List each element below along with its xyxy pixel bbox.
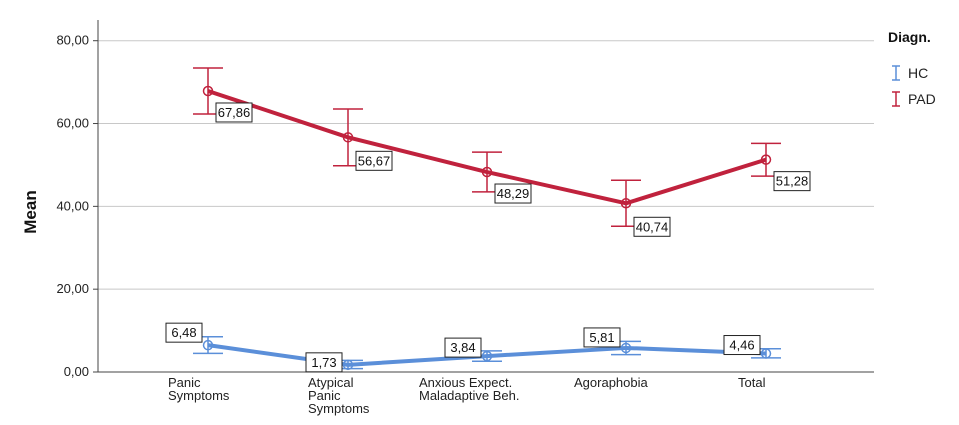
data-point bbox=[202, 339, 214, 351]
data-point bbox=[342, 132, 354, 143]
data-point bbox=[481, 350, 493, 362]
data-point bbox=[481, 166, 493, 178]
y-axis-title: Mean bbox=[21, 190, 40, 233]
data-label-box bbox=[583, 327, 621, 348]
data-label-text: 5,81 bbox=[589, 330, 614, 345]
data-point bbox=[202, 85, 214, 97]
series-pad: 67,86 56,67 48,29 40,74 51,28 bbox=[193, 67, 811, 237]
legend-label: PAD bbox=[908, 91, 936, 107]
data-label-box bbox=[355, 150, 393, 171]
data-label-box bbox=[723, 335, 761, 356]
data-label: 67,86 bbox=[215, 102, 253, 123]
grid-lines bbox=[98, 40, 874, 290]
data-label-box bbox=[444, 337, 482, 358]
data-label: 3,84 bbox=[444, 337, 482, 358]
series-group: 6,48 1,73 3,84 5,81 4,46 67,86 56,67 48,29 40,74… bbox=[165, 67, 811, 373]
data-point bbox=[620, 198, 632, 209]
data-label-box bbox=[633, 216, 671, 237]
y-tick-label: 80,00 bbox=[56, 33, 89, 48]
data-label-text: 4,46 bbox=[729, 338, 754, 353]
series-line bbox=[207, 89, 767, 206]
axes bbox=[93, 20, 874, 373]
legend: Diagn. HC PAD bbox=[888, 29, 936, 107]
y-tick-label: 0,00 bbox=[64, 364, 89, 379]
data-label-text: 56,67 bbox=[358, 153, 391, 168]
data-point bbox=[342, 359, 354, 371]
data-label-box bbox=[305, 352, 343, 373]
data-label-text: 67,86 bbox=[218, 105, 251, 120]
data-label: 6,48 bbox=[165, 322, 203, 343]
y-tick-label: 60,00 bbox=[56, 116, 89, 131]
data-label: 48,29 bbox=[494, 183, 532, 204]
data-label: 1,73 bbox=[305, 352, 343, 373]
data-label-text: 6,48 bbox=[171, 325, 196, 340]
data-label-text: 1,73 bbox=[311, 355, 336, 370]
y-tick-label: 40,00 bbox=[56, 198, 89, 213]
data-label: 5,81 bbox=[583, 327, 621, 348]
data-label-text: 48,29 bbox=[497, 186, 530, 201]
data-label-box bbox=[215, 102, 253, 123]
data-label-box bbox=[494, 183, 532, 204]
legend-title: Diagn. bbox=[888, 29, 931, 45]
data-label: 40,74 bbox=[633, 216, 671, 237]
x-tick-label: Panic Symptoms bbox=[168, 375, 230, 403]
series-hc: 6,48 1,73 3,84 5,81 4,46 bbox=[165, 322, 781, 373]
data-label-box bbox=[165, 322, 203, 343]
legend-item-hc: HC bbox=[892, 65, 928, 81]
x-tick-label: Total bbox=[738, 375, 766, 390]
series-line bbox=[207, 343, 767, 367]
x-tick-label: Agoraphobia bbox=[574, 375, 648, 390]
data-label: 51,28 bbox=[773, 171, 811, 192]
x-tick-labels: Panic Symptoms Atypical Panic Symptoms Anxiou… bbox=[168, 375, 766, 416]
data-label: 56,67 bbox=[355, 150, 393, 171]
data-label: 4,46 bbox=[723, 335, 761, 356]
y-tick-labels: 0,00 20,00 40,00 60,00 80,00 bbox=[56, 33, 89, 379]
legend-label: HC bbox=[908, 65, 928, 81]
data-label-text: 40,74 bbox=[636, 219, 669, 234]
data-label-text: 3,84 bbox=[450, 340, 475, 355]
data-point bbox=[760, 154, 772, 165]
x-tick-label: Anxious Expect. Maladaptive Beh. bbox=[419, 375, 519, 403]
x-tick-label: Atypical Panic Symptoms bbox=[308, 375, 370, 416]
data-label-text: 51,28 bbox=[776, 174, 809, 189]
y-tick-label: 20,00 bbox=[56, 281, 89, 296]
data-label-box bbox=[773, 171, 811, 192]
legend-item-pad: PAD bbox=[892, 91, 936, 107]
data-point bbox=[620, 342, 632, 354]
data-point bbox=[760, 348, 772, 359]
